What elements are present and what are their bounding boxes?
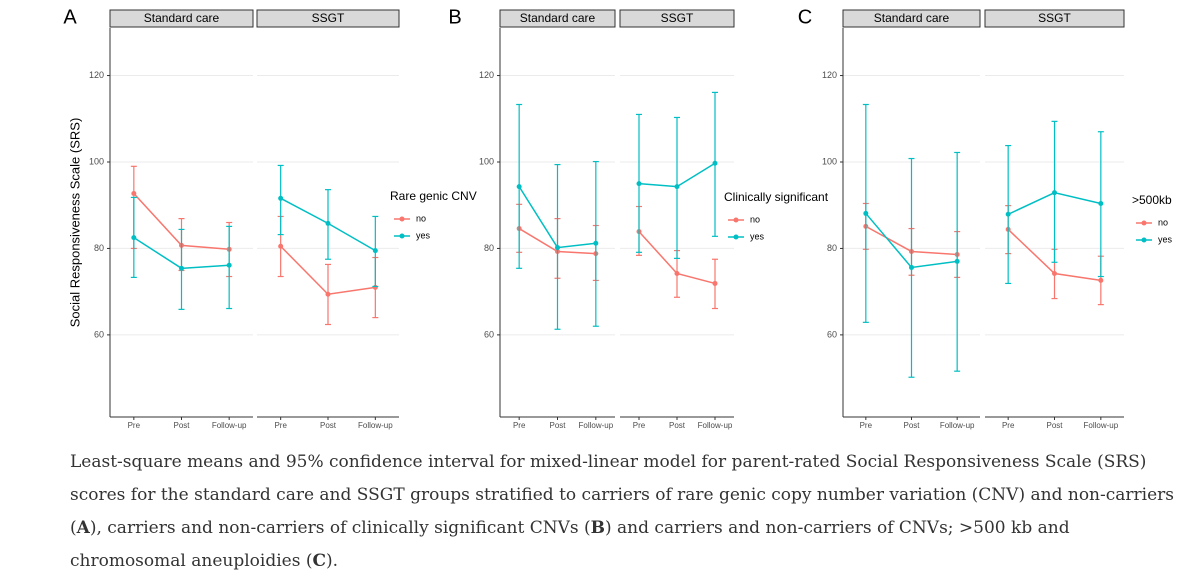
legend-point — [1141, 220, 1147, 226]
point — [712, 160, 718, 166]
y-tick-label: 100 — [822, 156, 837, 166]
point — [131, 235, 137, 241]
point — [1052, 271, 1057, 277]
x-tick-label: Pre — [1002, 421, 1015, 430]
facet-strip — [256, 9, 400, 28]
figure: A Social Responsiveness Scale (SRS) 60 80 10… — [63, 6, 1173, 430]
caption-panel-ref: A — [76, 518, 90, 538]
facet-title: Standard care — [874, 11, 950, 25]
caption-text: ). — [326, 551, 339, 571]
y-tick-label: 60 — [827, 329, 837, 339]
x-tick-label: Pre — [128, 421, 141, 430]
point — [954, 258, 960, 264]
y-tick-label: 120 — [822, 70, 837, 80]
point — [278, 195, 284, 201]
panel-letter: A — [63, 6, 77, 28]
y-tick-label: 80 — [827, 243, 837, 253]
point — [372, 248, 378, 254]
y-tick-label: 60 — [94, 329, 104, 339]
legend-label: no — [416, 213, 426, 223]
legend-label: yes — [1158, 234, 1173, 244]
panel-letter: C — [798, 6, 812, 28]
legend-label: no — [750, 214, 760, 224]
legend-point — [733, 234, 739, 240]
legend-point — [399, 233, 405, 239]
y-tick-label: 60 — [484, 329, 494, 339]
point — [325, 220, 331, 226]
x-tick-label: Follow-up — [1083, 421, 1118, 430]
legend-point — [399, 216, 405, 222]
y-tick-label: 120 — [89, 70, 104, 80]
facet-title: SSGT — [312, 11, 345, 25]
legend-point — [1141, 237, 1147, 243]
legend-title: Rare genic CNV — [390, 189, 477, 203]
caption-text: ) and carriers and non-carriers of CNVs;… — [70, 518, 1070, 571]
caption-text: ), carriers and non-carriers of clinical… — [89, 518, 591, 538]
point — [636, 181, 642, 187]
caption-panel-ref: B — [590, 518, 606, 538]
point — [278, 243, 284, 249]
legend-label: no — [1158, 217, 1168, 227]
point — [863, 210, 869, 216]
point — [555, 245, 560, 251]
legend-label: yes — [750, 231, 765, 241]
facet-strip — [984, 9, 1125, 28]
y-axis-title: Social Responsiveness Scale (SRS) — [67, 118, 82, 328]
x-tick-label: Follow-up — [940, 421, 975, 430]
x-tick-label: Post — [320, 421, 337, 430]
point — [1052, 190, 1057, 196]
facet-strip — [109, 9, 254, 28]
facet-title: Standard care — [144, 11, 220, 25]
legend-title: >500kb — [1132, 193, 1172, 207]
point — [131, 191, 137, 197]
x-tick-label: Post — [669, 421, 686, 430]
x-tick-label: Follow-up — [698, 421, 733, 430]
y-tick-label: 120 — [479, 70, 494, 80]
point — [1005, 211, 1011, 217]
x-tick-label: Post — [173, 421, 190, 430]
facet-title: SSGT — [661, 11, 694, 25]
point — [1098, 200, 1104, 206]
point — [593, 240, 599, 246]
facet-strip — [499, 9, 616, 28]
x-tick-label: Follow-up — [358, 421, 393, 430]
facet-title: SSGT — [1038, 11, 1071, 25]
x-tick-label: Post — [549, 421, 566, 430]
x-tick-label: Pre — [513, 421, 526, 430]
x-tick-label: Pre — [633, 421, 646, 430]
point — [674, 271, 680, 277]
caption-panel-ref: C — [312, 551, 326, 571]
legend-label: yes — [416, 230, 431, 240]
point — [1098, 277, 1104, 283]
facet-strip — [842, 9, 981, 28]
facet-title: Standard care — [520, 11, 596, 25]
facet-strip — [619, 9, 735, 28]
legend-point — [733, 217, 739, 223]
point — [516, 184, 522, 190]
y-tick-label: 100 — [479, 156, 494, 166]
point — [226, 262, 232, 268]
caption: Least-square means and 95% confidence in… — [70, 446, 1185, 578]
point — [179, 265, 184, 271]
panel-letter: B — [448, 6, 461, 28]
point — [909, 264, 914, 270]
x-tick-label: Follow-up — [212, 421, 247, 430]
x-tick-label: Pre — [860, 421, 873, 430]
point — [674, 184, 680, 190]
y-tick-label: 80 — [94, 243, 104, 253]
x-tick-label: Follow-up — [578, 421, 613, 430]
x-tick-label: Post — [1046, 421, 1063, 430]
x-tick-label: Pre — [274, 421, 287, 430]
y-tick-label: 80 — [484, 243, 494, 253]
legend-title: Clinically significant — [724, 190, 829, 204]
caption-text: Least-square means and 95% confidence in… — [70, 452, 1175, 538]
x-tick-label: Post — [903, 421, 920, 430]
y-tick-label: 100 — [89, 156, 104, 166]
point — [712, 280, 718, 286]
point — [325, 291, 331, 297]
